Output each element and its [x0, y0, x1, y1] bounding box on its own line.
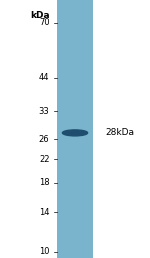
Text: 22: 22 [39, 155, 50, 164]
Text: 44: 44 [39, 73, 50, 82]
Text: 33: 33 [39, 107, 50, 116]
Bar [57, 0, 93, 258]
Text: kDa: kDa [30, 11, 50, 20]
Ellipse shape [62, 130, 88, 136]
Text: 26: 26 [39, 135, 50, 144]
Text: 28kDa: 28kDa [105, 128, 134, 137]
Text: 14: 14 [39, 208, 50, 217]
Text: 10: 10 [39, 247, 50, 256]
Text: 18: 18 [39, 178, 50, 187]
Text: 70: 70 [39, 18, 50, 27]
